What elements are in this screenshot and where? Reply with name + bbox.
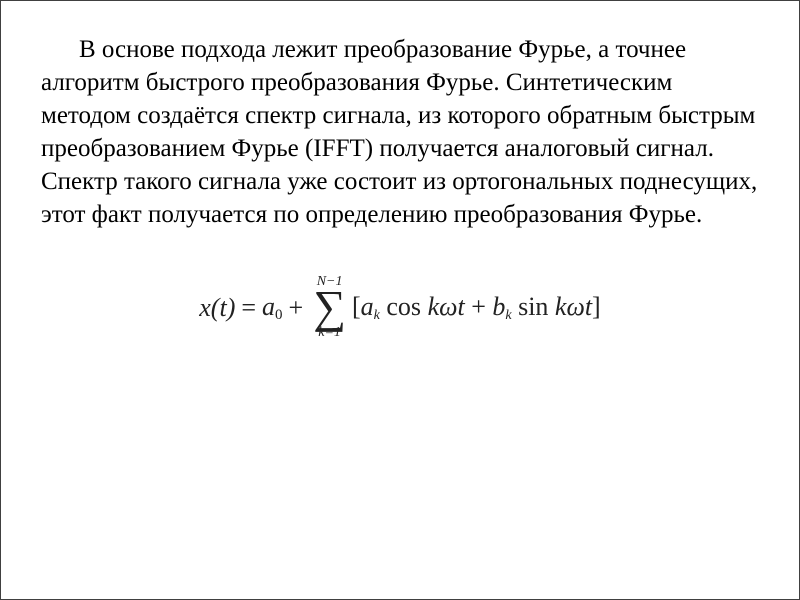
bracket-close: ]: [592, 292, 601, 321]
sin-fn: sin: [512, 292, 555, 321]
formula-lhs: x(t): [199, 293, 235, 323]
summation: N−1 ∑ k=1: [313, 275, 346, 340]
cos-fn: cos: [380, 292, 428, 321]
formula-row: x(t) = a0 + N−1 ∑ k=1 [ak cos kωt + bk s…: [199, 275, 600, 340]
term-a0: a0: [262, 292, 283, 324]
cos-arg: kωt: [428, 292, 465, 321]
sum-lower-limit: k=1: [318, 326, 341, 340]
sin-arg: kωt: [555, 292, 592, 321]
slide-page: В основе подхода лежит преобразование Фу…: [0, 0, 800, 600]
sum-body: [ak cos kωt + bk sin kωt]: [352, 292, 601, 324]
equals-sign: =: [241, 293, 256, 323]
sigma-icon: ∑: [313, 287, 346, 326]
inner-plus: +: [465, 292, 493, 321]
a0-sub: 0: [275, 307, 283, 323]
bracket-open: [: [352, 292, 361, 321]
body-paragraph: В основе подхода лежит преобразование Фу…: [41, 33, 759, 231]
bk-base: b: [492, 292, 505, 321]
a0-base: a: [262, 292, 275, 321]
plus-sign: +: [289, 293, 304, 323]
ak-base: a: [361, 292, 374, 321]
fourier-series-formula: x(t) = a0 + N−1 ∑ k=1 [ak cos kωt + bk s…: [41, 275, 759, 340]
